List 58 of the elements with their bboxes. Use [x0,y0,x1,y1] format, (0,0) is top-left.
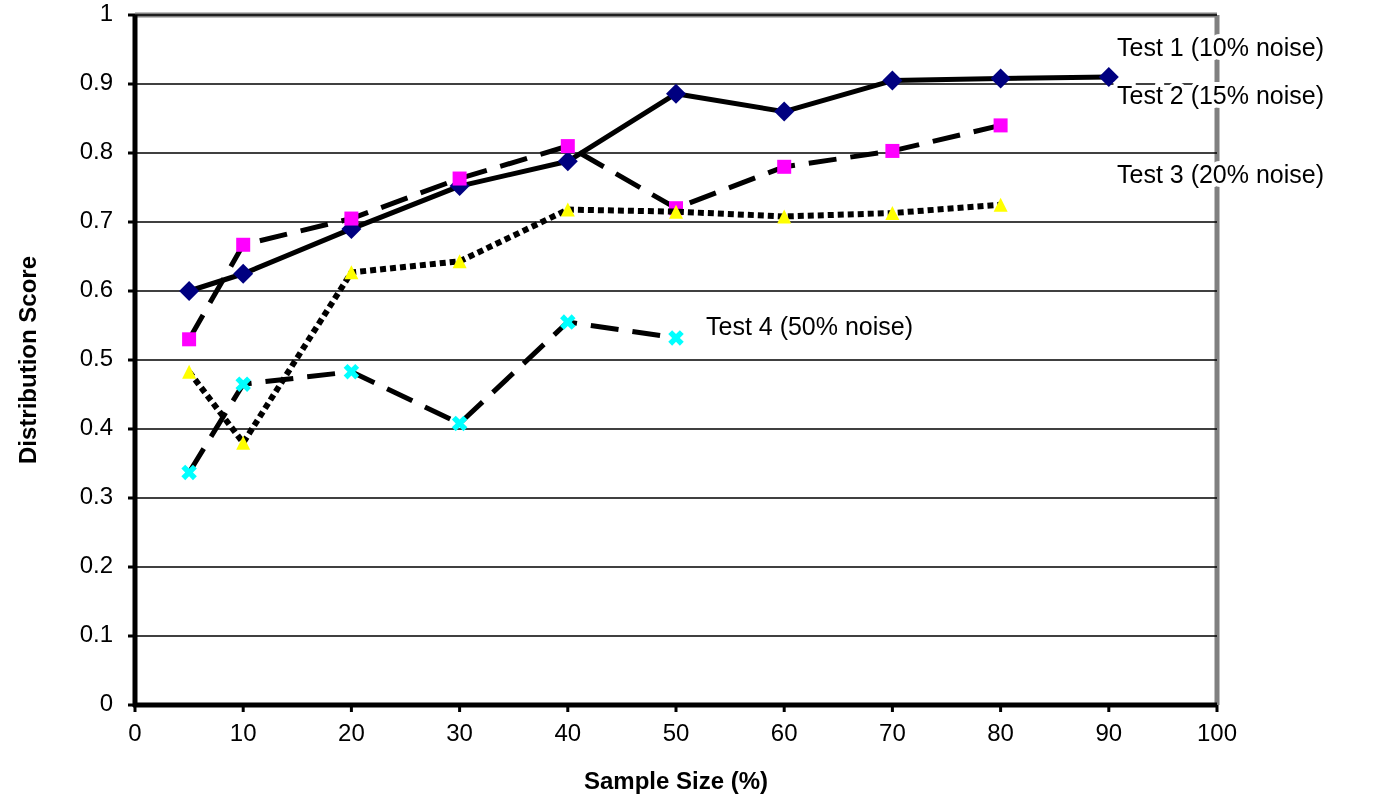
y-tick-label: 0.6 [79,275,113,303]
point [777,159,792,174]
point [882,70,903,91]
text: Test 3 (20% noise) [1117,160,1325,189]
point [451,415,468,432]
point [560,139,575,154]
y-tick-label: 0.3 [79,482,113,510]
point [233,263,254,284]
y-axis-title: Distribution Score [14,255,42,465]
point [235,376,251,392]
point [452,254,467,269]
x-tick-label: 80 [987,719,1014,747]
point [236,237,251,252]
point [452,171,467,186]
x-axis-title: Sample Size (%) [583,767,769,795]
x-tick-label: 60 [770,719,798,747]
point [344,265,359,280]
series-label: Test 4 (50% noise) [706,311,914,340]
y-tick-label: 0.5 [79,344,113,372]
y-tick-label: 0.8 [79,137,113,165]
point [774,101,795,122]
point [181,464,197,481]
x-tick-label: 40 [554,719,582,747]
y-tick-label: 0 [99,689,113,717]
point [182,332,197,347]
point [668,330,684,346]
y-tick-label: 0.1 [79,620,113,648]
point [993,197,1008,212]
point [885,206,900,221]
point [557,151,578,172]
point [777,209,792,224]
x-tick-label: 10 [229,719,257,747]
text: Test 2 (15% noise) [1117,81,1325,110]
point [236,435,251,450]
point [993,118,1008,133]
x-tick-label: 20 [338,719,365,747]
y-tick-label: 0.4 [79,413,113,441]
point [990,68,1011,89]
y-tick-label: 1 [99,0,113,27]
x-tick-label: 50 [662,719,690,747]
y-tick-label: 0.7 [79,206,113,234]
point [560,202,575,217]
x-tick-label: 30 [446,719,473,747]
y-tick-label: 0.9 [79,68,113,96]
point [1098,67,1119,88]
x-tick-label: 70 [879,719,906,747]
point [885,143,900,158]
point [666,83,686,104]
point [343,363,360,380]
point [182,364,197,379]
point [344,211,359,226]
x-tick-label: 100 [1196,719,1238,747]
y-tick-label: 0.2 [79,551,113,579]
x-tick-label: 0 [128,719,142,747]
point [560,314,576,330]
x-tick-label: 90 [1095,719,1123,747]
point [179,281,200,301]
series-label: Test 1 (10% noise) [1117,32,1325,61]
